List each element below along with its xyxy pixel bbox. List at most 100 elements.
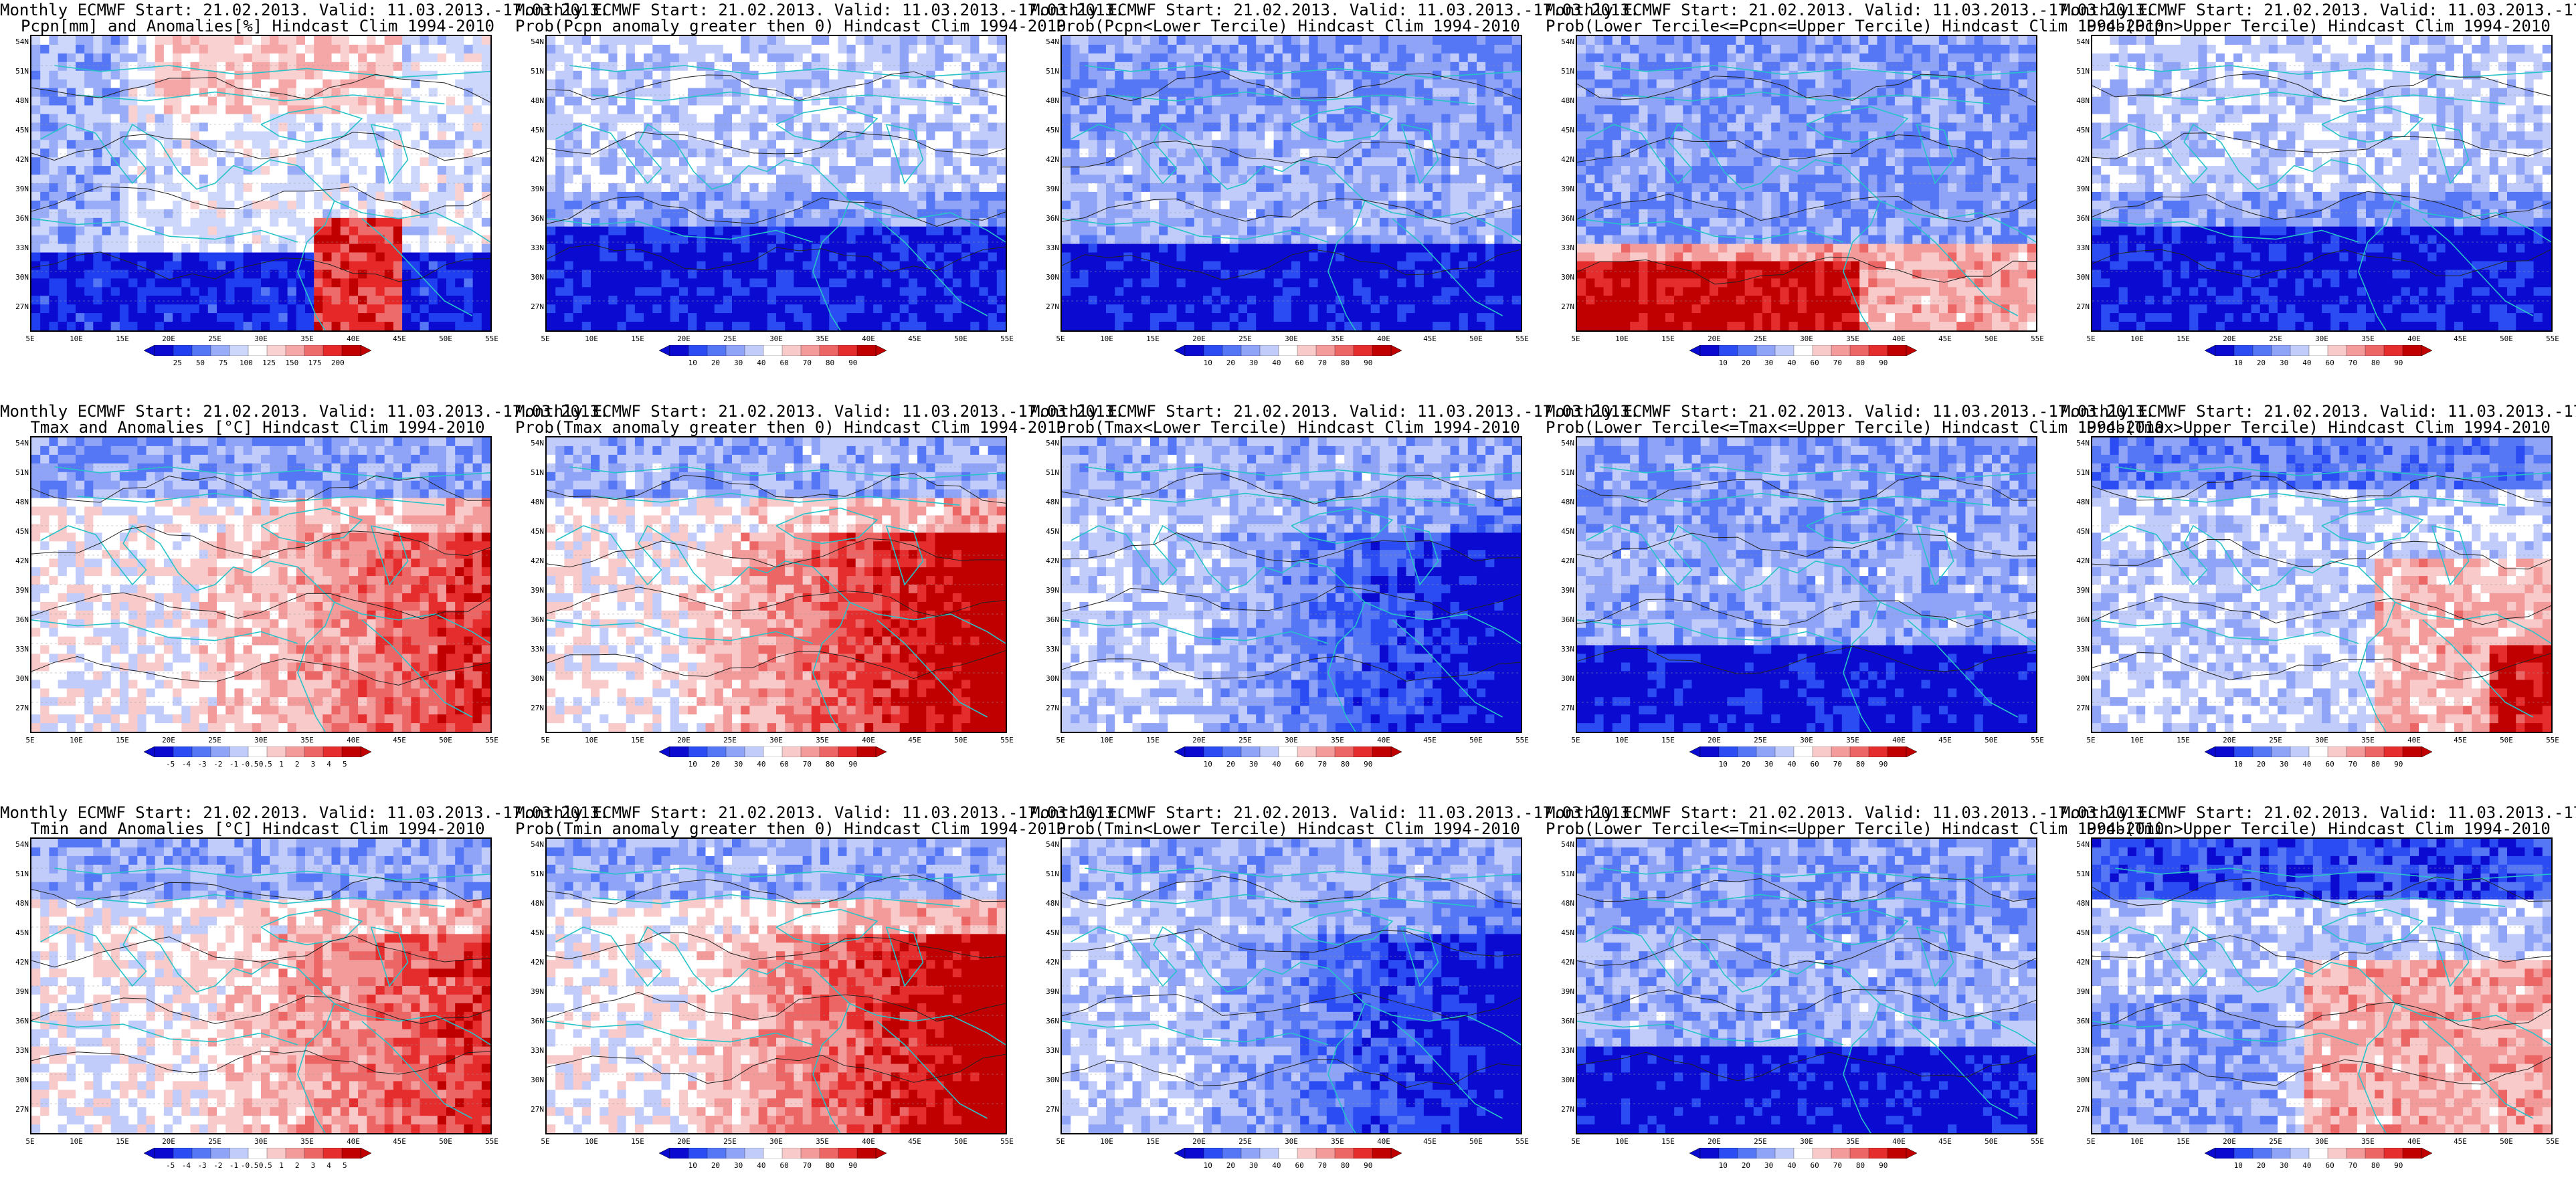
field-cell [1397, 148, 1407, 158]
field-cell [802, 278, 812, 288]
field-cell [935, 157, 945, 167]
field-cell [864, 304, 874, 314]
field-cell [846, 88, 856, 98]
field-cell [678, 53, 688, 63]
field-cell [767, 79, 777, 89]
field-cell [472, 217, 482, 227]
field-cell [1220, 200, 1230, 210]
field-cell [802, 243, 812, 254]
field-cell [670, 183, 680, 193]
field-cell [1397, 88, 1407, 98]
field-cell [926, 105, 936, 114]
field-cell [926, 140, 936, 149]
field-cell [1397, 96, 1407, 106]
field-cell [705, 304, 715, 314]
field-cell [1282, 157, 1292, 167]
field-cell [644, 209, 653, 219]
field-cell [670, 96, 680, 106]
field-cell [1362, 191, 1372, 201]
field-cell [66, 183, 76, 193]
field-cell [146, 53, 156, 63]
field-cell [908, 157, 918, 167]
field-cell [573, 36, 583, 45]
field-cell [411, 313, 421, 322]
field-cell [66, 261, 76, 270]
field-cell [670, 261, 680, 270]
field-cell [190, 44, 200, 54]
longitude-label: 50E [439, 334, 452, 343]
field-cell [323, 322, 333, 330]
coastline [334, 200, 490, 243]
field-cell [110, 287, 120, 296]
field-cell [119, 296, 129, 305]
field-cell [678, 175, 688, 184]
field-cell [732, 304, 741, 314]
field-cell [93, 278, 103, 288]
field-cell [393, 131, 403, 140]
field-cell [970, 296, 980, 305]
field-cell [661, 270, 671, 279]
field-cell [873, 96, 883, 106]
field-cell [714, 313, 724, 322]
field-cell [661, 287, 671, 296]
field-cell [644, 287, 653, 296]
field-cell [846, 252, 856, 262]
field-cell [270, 79, 279, 89]
field-cell [110, 183, 120, 193]
field-cell [40, 166, 50, 175]
field-cell [234, 70, 244, 80]
field-cell [1149, 122, 1160, 132]
field-cell [908, 296, 918, 305]
field-cell [952, 322, 962, 330]
field-cell [110, 175, 120, 184]
field-cell [1336, 166, 1345, 175]
field-cell [305, 200, 314, 210]
field-cell [173, 88, 182, 98]
field-cell [225, 62, 235, 72]
field-cell [970, 96, 980, 106]
field-cell [367, 252, 377, 262]
field-cell [252, 296, 262, 305]
field-cell [1123, 226, 1133, 236]
field-cell [323, 304, 333, 314]
field-cell [49, 304, 59, 314]
field-cell [873, 62, 883, 72]
field-cell [873, 287, 883, 296]
field-cell [1379, 70, 1389, 80]
field-cell [1079, 157, 1089, 167]
field-cell [349, 322, 359, 330]
field-cell [723, 157, 733, 167]
field-cell [891, 304, 901, 314]
field-cell [437, 175, 447, 184]
field-cell [943, 175, 953, 184]
field-cell [252, 183, 262, 193]
field-cell [723, 140, 733, 149]
field-cell [181, 304, 191, 314]
field-cell [243, 183, 253, 193]
field-cell [794, 226, 804, 236]
field-cell [811, 140, 821, 149]
field-cell [1300, 217, 1309, 227]
field-cell [1256, 96, 1265, 106]
field-cell [261, 278, 270, 288]
field-cell [723, 313, 733, 322]
field-cell [261, 304, 270, 314]
field-cell [855, 148, 865, 158]
field-cell [49, 88, 59, 98]
field-cell [93, 243, 103, 254]
field-cell [137, 157, 147, 167]
field-cell [1238, 131, 1248, 140]
field-cell [1326, 79, 1336, 89]
field-cell [547, 304, 556, 314]
field-cell [564, 243, 574, 254]
field-cell [446, 36, 456, 45]
colorbar-swatch [248, 345, 268, 356]
field-cell [1503, 62, 1513, 72]
field-cell [146, 270, 156, 279]
field-cell [1149, 96, 1160, 106]
field-cell [243, 217, 253, 227]
field-cell [31, 296, 41, 305]
field-cell [1088, 140, 1098, 149]
field-cell [882, 217, 892, 227]
field-cell [776, 105, 786, 114]
